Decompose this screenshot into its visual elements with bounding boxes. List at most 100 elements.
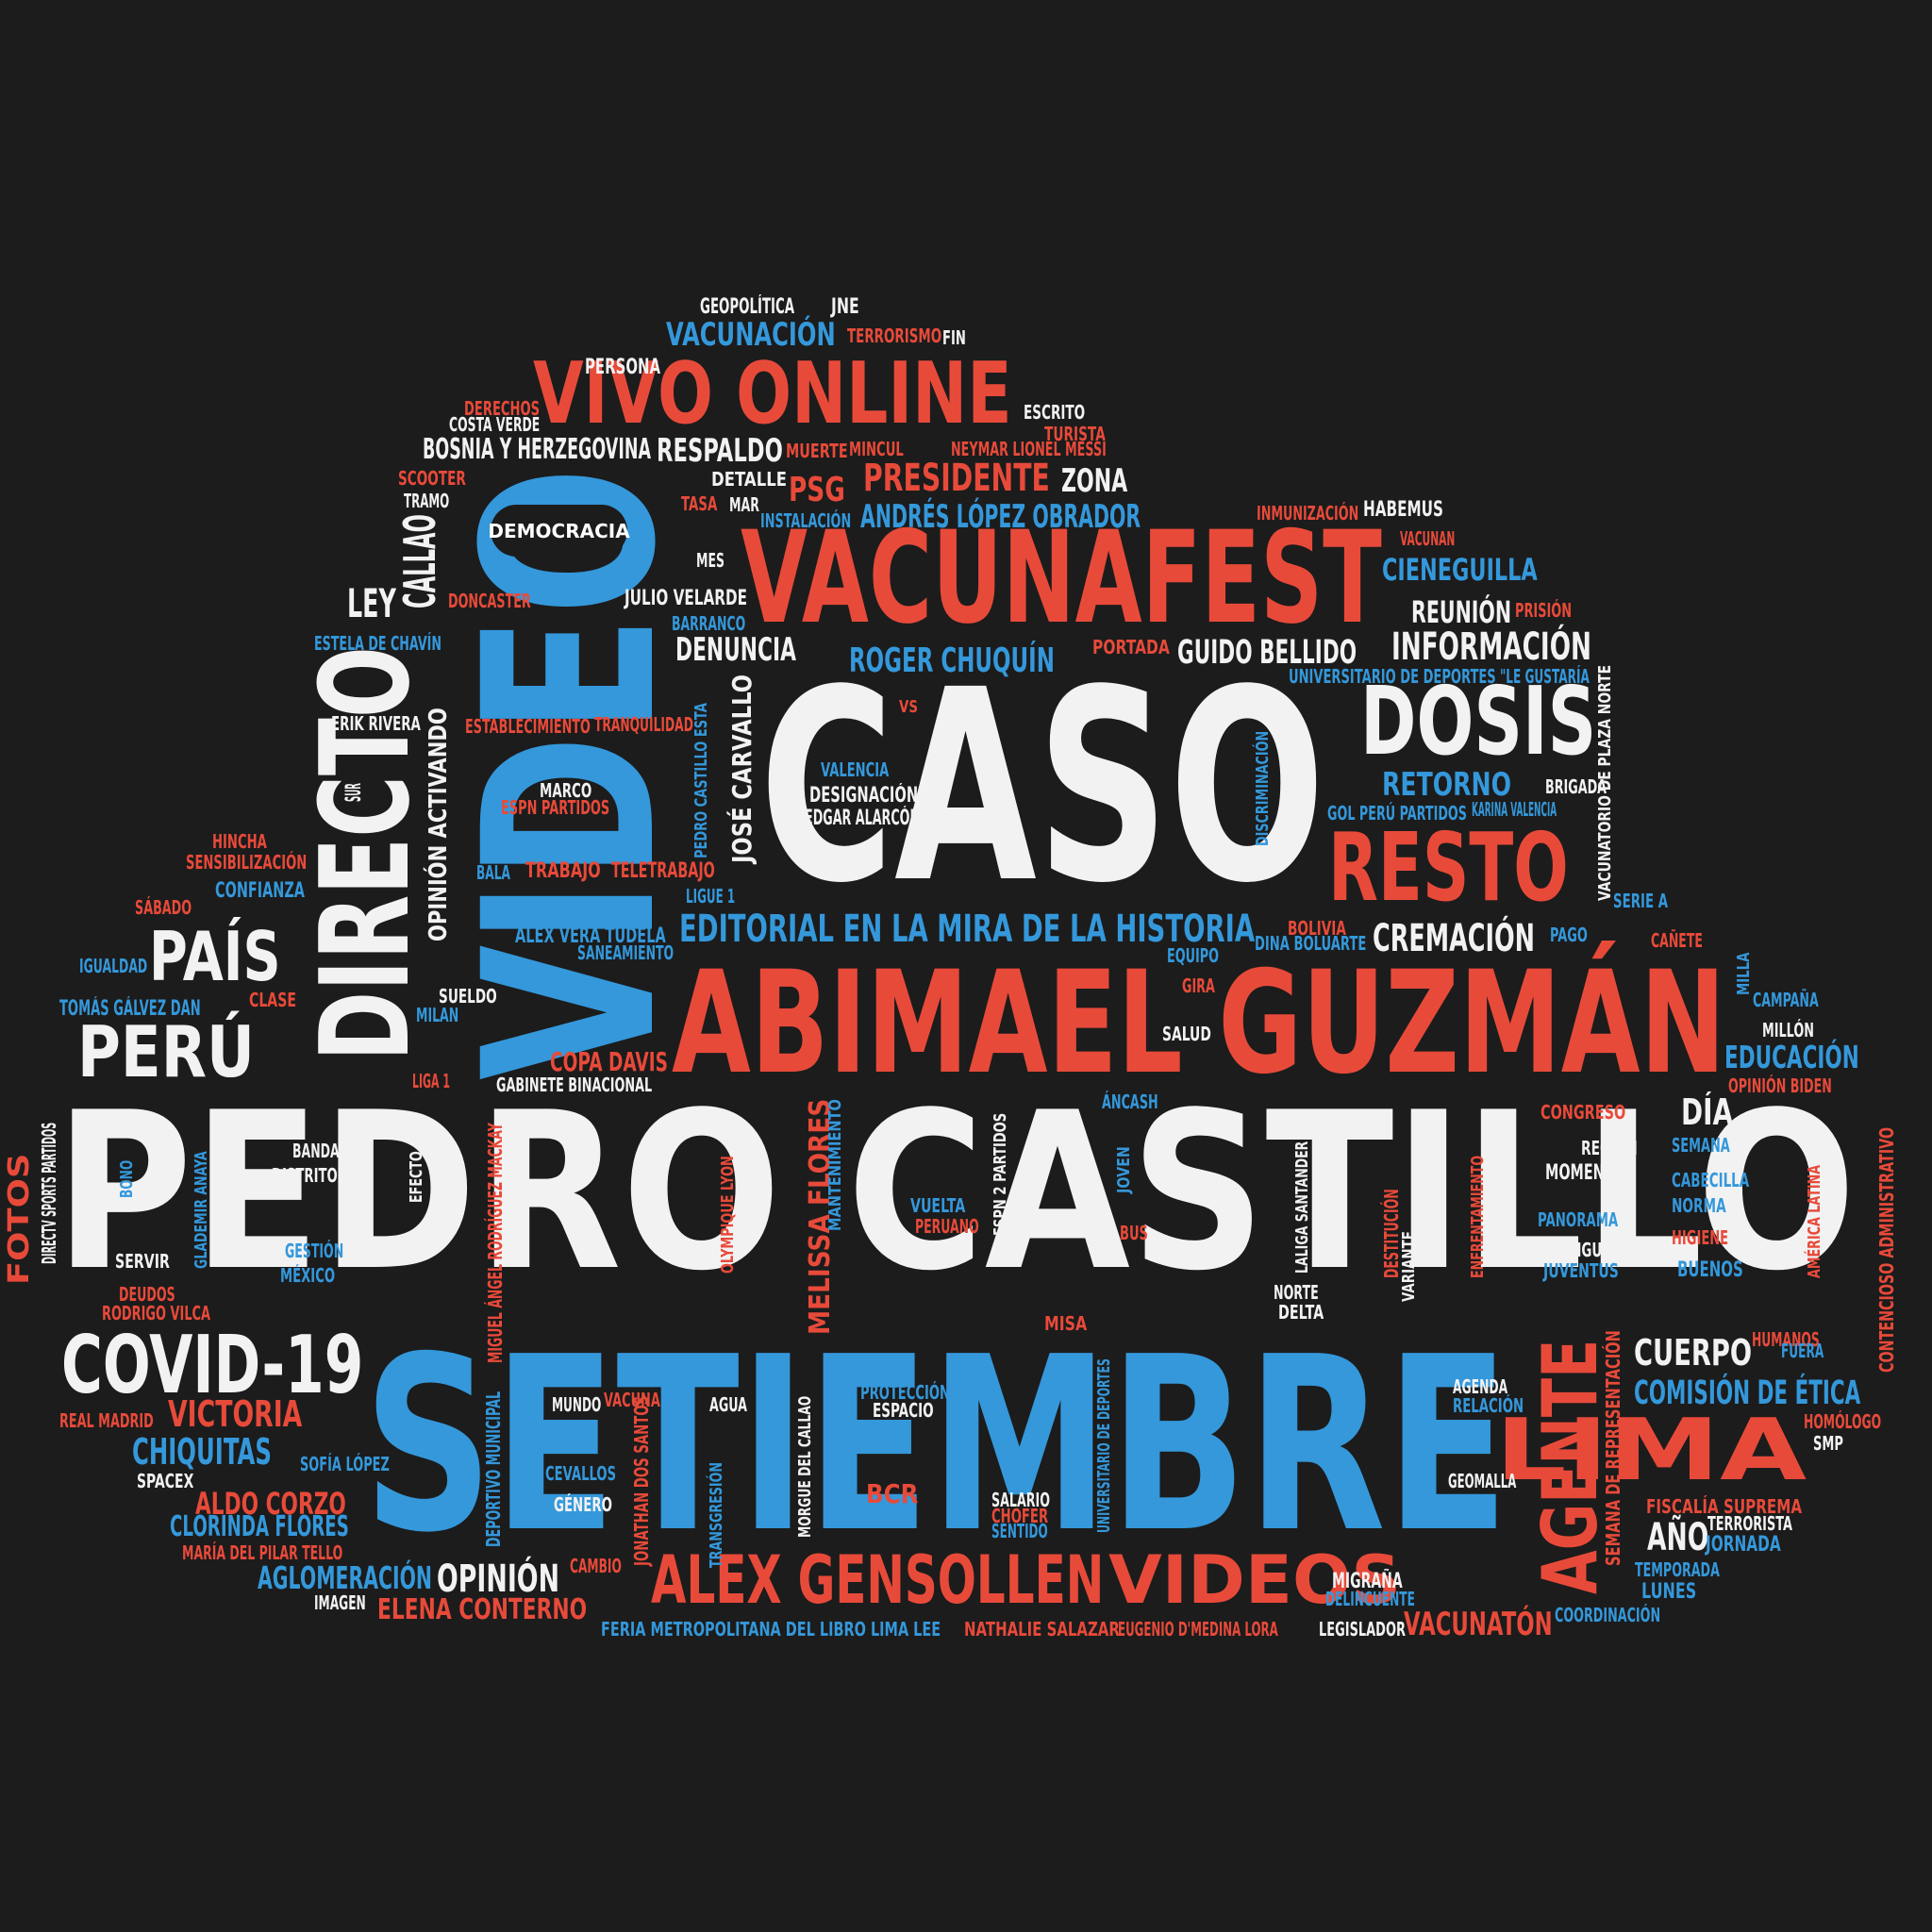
word-cloud-word: LIMA: [1495, 1401, 1807, 1500]
word-cloud-word: VIDEOS: [1108, 1541, 1402, 1619]
word-cloud-word: CIENEGUILLA: [1382, 552, 1538, 588]
word-cloud-word: BRIGADA: [1545, 775, 1607, 798]
word-cloud-word: MILLA: [1734, 952, 1754, 995]
word-cloud-word: SUELDO: [439, 985, 497, 1008]
word-cloud-word: HUMANOS: [1752, 1328, 1820, 1351]
word-cloud-word: DELINCUENTE: [1325, 1588, 1415, 1610]
word-cloud-word: TRANQUILIDAD: [594, 713, 693, 736]
word-cloud-word: MINCUL: [849, 438, 904, 460]
word-cloud-word: VICTORIA: [168, 1393, 303, 1435]
word-cloud-word: ESTELA DE CHAVÍN: [314, 632, 441, 655]
word-cloud-word: JOVEN: [1114, 1146, 1134, 1193]
word-cloud-word: TRAMO: [404, 490, 450, 512]
word-cloud-word: SEMANA DE REPRESENTACIÓN: [1602, 1330, 1624, 1566]
word-cloud-word: VUELTA: [910, 1194, 966, 1217]
word-cloud-word: PAGO: [1550, 924, 1588, 946]
word-cloud-word: JOSÉ CARVALLO: [726, 675, 758, 863]
word-cloud-word: PAÍS: [149, 917, 281, 996]
word-cloud-word: VACUNAFEST: [741, 504, 1382, 652]
word-cloud-word: OPINIÓN BIDEN: [1728, 1074, 1832, 1097]
word-cloud-word: PROTECCIÓN: [860, 1381, 950, 1404]
word-cloud-word: UNIVERSITARIO DE DEPORTES: [1289, 665, 1496, 688]
word-cloud-word: CONGRESO: [1541, 1101, 1626, 1124]
word-cloud-word: PERUANO: [915, 1215, 979, 1238]
word-cloud-word: CLORINDA FLORES: [170, 1510, 349, 1543]
word-cloud-word: MISA: [1044, 1312, 1088, 1335]
word-cloud-word: RESPALDO: [657, 432, 783, 470]
word-cloud-word: GUIDO BELLIDO: [1177, 634, 1357, 672]
word-cloud-word: VIVO ONLINE: [533, 344, 1012, 443]
word-cloud-word: ANDRÉS LÓPEZ OBRADOR: [860, 498, 1141, 536]
word-cloud-word: VALENCIA: [821, 758, 890, 781]
word-cloud-word: SALUD: [1162, 1023, 1211, 1045]
word-cloud-word: KARINA VALENCIA: [1472, 798, 1557, 821]
word-cloud-word: DESTITUCIÓN: [1380, 1189, 1403, 1278]
word-cloud-word: CREMACIÓN: [1373, 917, 1535, 960]
word-cloud-word: SALARIO: [991, 1489, 1050, 1511]
word-cloud-word: NORTE: [1274, 1281, 1319, 1304]
word-cloud-word: GESTIÓN: [285, 1240, 344, 1262]
word-cloud-word: CUERPO: [1634, 1332, 1753, 1374]
word-cloud-word: SANEAMIENTO: [577, 941, 675, 964]
word-cloud-word: SERIE A: [1613, 890, 1669, 912]
word-cloud-word: SMP: [1813, 1432, 1843, 1455]
word-cloud-word: FIN: [942, 326, 966, 349]
word-cloud-word: LIGUE 1: [686, 885, 736, 908]
word-cloud-word: MANTENIMIENTO: [825, 1099, 845, 1231]
word-cloud-word: COSTA VERDE: [449, 413, 541, 436]
word-cloud-word: VACUNACIÓN: [666, 316, 836, 354]
word-cloud-word: DOSIS: [1360, 666, 1597, 776]
word-cloud-word: BONO: [117, 1159, 137, 1198]
word-cloud-word: EDUCACIÓN: [1724, 1039, 1859, 1075]
word-cloud-word: COORDINACIÓN: [1555, 1604, 1661, 1626]
word-cloud-word: RESTO: [1328, 812, 1569, 923]
word-cloud-word: MOMENTO: [1545, 1161, 1625, 1185]
democracia-badge: DEMOCRACIA: [488, 505, 630, 557]
word-cloud-word: DINA BOLUARTE: [1255, 932, 1367, 955]
word-cloud-word: EDITORIAL EN LA MIRA DE LA HISTORIA: [679, 908, 1256, 951]
word-cloud-word: BUS: [1120, 1222, 1148, 1244]
word-cloud-word: GEOMALLA: [1448, 1470, 1517, 1492]
word-cloud-word: AGUA: [709, 1393, 747, 1416]
word-cloud-word: DERECHOS: [464, 397, 541, 420]
word-cloud-word: MÉXICO: [280, 1264, 336, 1287]
word-cloud-word: ESCRITO: [1024, 401, 1086, 424]
word-cloud-word: CASO: [759, 634, 1325, 941]
word-cloud-word: TEMPORADA: [1635, 1558, 1720, 1581]
word-cloud-word: SPACEX: [137, 1470, 194, 1492]
word-cloud-word: IMAGEN: [314, 1591, 366, 1614]
word-cloud-word: SOFÍA LÓPEZ: [300, 1453, 390, 1475]
word-cloud-word: TOMÁS GÁLVEZ DAN: [59, 997, 201, 1021]
word-cloud-word: CAMPAÑA: [1753, 989, 1819, 1011]
word-cloud-word: "LE GUSTARÍA: [1500, 665, 1590, 688]
word-cloud-word: TELETRABAJO: [611, 859, 715, 883]
word-cloud-word: DIRECTV SPORTS PARTIDOS: [38, 1122, 60, 1264]
word-cloud-word: REUNIÓN: [1411, 594, 1512, 630]
word-cloud-word: GEOPOLÍTICA: [700, 295, 795, 319]
word-cloud-word: DISCRIMINACIÓN: [1253, 730, 1273, 846]
word-cloud-word: AGENTE: [1526, 1339, 1614, 1594]
word-cloud-word: LALIGA SANTANDER: [1292, 1141, 1312, 1274]
word-cloud-word: ELENA CONTERNO: [377, 1593, 588, 1626]
word-cloud-word: EDGAR ALARCÓN: [805, 807, 921, 830]
word-cloud-word: PRESIDENTE: [863, 457, 1050, 500]
word-cloud-word: COMISIÓN DE ÉTICA: [1634, 1374, 1861, 1412]
word-cloud-word: TURISTA: [1044, 423, 1106, 445]
word-cloud-word: DETALLE: [711, 468, 787, 491]
word-cloud-word: MARÍA DEL PILAR TELLO: [182, 1541, 343, 1564]
word-cloud-word: EUGENIO D'MEDINA LORA: [1118, 1618, 1278, 1641]
word-cloud-word: CONFIANZA: [215, 879, 305, 903]
word-cloud-word: ALDO CORZO: [195, 1486, 346, 1522]
word-cloud-word: DENUNCIA: [675, 631, 796, 669]
word-cloud-word: BARRANCO: [672, 612, 746, 635]
word-cloud-word: BCR: [866, 1478, 919, 1509]
word-cloud-word: NATHALIE SALAZAR: [964, 1618, 1120, 1641]
word-cloud-word: PRISIÓN: [1515, 599, 1573, 622]
word-cloud-word: REAL MADRID: [59, 1409, 154, 1432]
word-cloud-word: BUENOS: [1677, 1258, 1743, 1282]
word-cloud-word: BOLIVIA: [1288, 917, 1346, 940]
word-cloud-word: PSG: [789, 471, 845, 509]
word-cloud-word: IGUALDAD: [79, 955, 148, 977]
word-cloud-word: JUVENTUS: [1543, 1259, 1619, 1282]
word-cloud-word: FOTOS: [3, 1153, 36, 1285]
